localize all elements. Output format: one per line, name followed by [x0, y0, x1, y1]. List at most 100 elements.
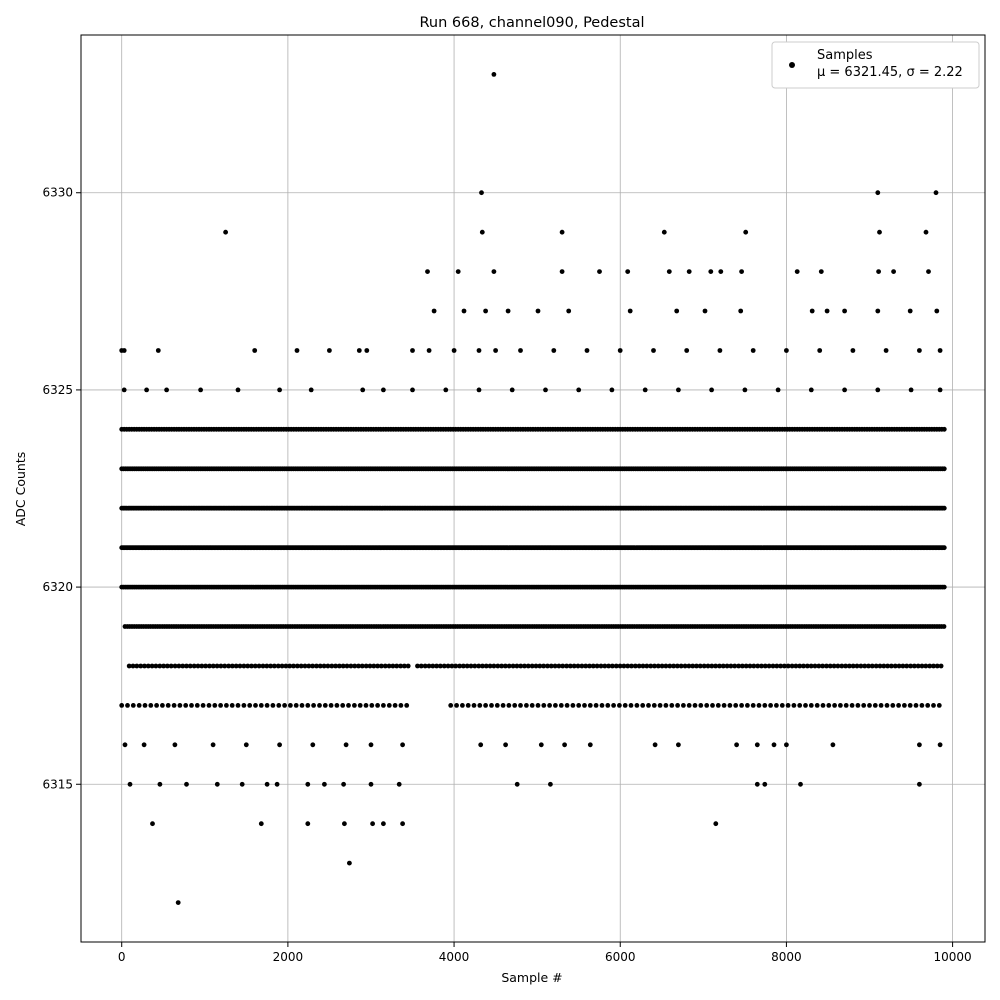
data-point	[814, 703, 820, 708]
data-point	[556, 663, 562, 669]
data-point	[548, 781, 553, 787]
data-point	[640, 703, 646, 708]
data-point	[576, 703, 582, 708]
data-point	[709, 663, 715, 669]
data-point	[253, 703, 258, 708]
data-point	[771, 742, 777, 748]
data-point	[305, 821, 311, 827]
data-point	[775, 387, 781, 393]
data-point	[533, 663, 539, 669]
data-point	[270, 703, 276, 708]
data-point	[778, 663, 783, 669]
data-point	[314, 663, 319, 669]
data-point	[212, 703, 218, 708]
data-point	[934, 308, 940, 314]
data-point	[543, 387, 548, 393]
data-point	[709, 387, 714, 393]
data-point	[491, 72, 497, 77]
data-point	[629, 663, 634, 669]
data-point	[130, 703, 136, 708]
data-point	[652, 742, 658, 748]
data-point	[734, 742, 739, 748]
data-point	[272, 663, 277, 669]
data-point	[636, 663, 642, 669]
data-point	[322, 781, 327, 787]
data-point	[522, 663, 527, 669]
legend-box	[771, 41, 980, 89]
data-point	[142, 703, 148, 708]
data-point	[625, 269, 631, 274]
data-point	[808, 703, 814, 708]
data-point	[750, 348, 756, 353]
data-point	[187, 663, 193, 669]
data-point	[329, 663, 335, 669]
data-point	[663, 703, 669, 708]
data-point	[206, 703, 212, 708]
data-point	[849, 703, 855, 708]
data-point	[367, 663, 373, 669]
data-point	[449, 663, 455, 669]
data-point	[276, 703, 282, 708]
data-point	[207, 663, 212, 669]
data-point	[121, 387, 127, 393]
data-point	[659, 663, 665, 669]
data-point	[177, 703, 183, 708]
data-point	[500, 703, 506, 708]
y-tick-label: 6320	[42, 580, 73, 594]
data-point	[154, 703, 160, 708]
data-point	[510, 663, 516, 669]
data-point	[153, 663, 159, 669]
data-point	[310, 663, 315, 669]
data-point	[628, 703, 634, 708]
y-tick-label: 6330	[42, 186, 73, 200]
data-point	[896, 663, 902, 669]
data-point	[713, 663, 718, 669]
data-point	[698, 703, 704, 708]
data-point	[535, 308, 541, 314]
data-point	[293, 703, 299, 708]
data-point	[621, 663, 627, 669]
data-point	[817, 348, 823, 353]
data-point	[564, 703, 570, 708]
data-point	[559, 269, 565, 274]
data-point	[121, 348, 127, 353]
data-point	[745, 703, 750, 708]
data-point	[936, 703, 942, 708]
data-point	[913, 703, 919, 708]
data-point	[560, 663, 566, 669]
data-point	[724, 663, 730, 669]
data-point	[915, 663, 921, 669]
data-point	[678, 663, 684, 669]
data-point	[551, 348, 557, 353]
data-point	[184, 663, 189, 669]
data-point	[448, 703, 454, 708]
data-point	[184, 781, 189, 787]
data-point	[410, 348, 415, 353]
data-point	[328, 703, 334, 708]
legend: Samples μ = 6321.45, σ = 2.22	[771, 41, 980, 89]
data-point	[675, 703, 680, 708]
data-point	[937, 348, 943, 353]
data-point	[818, 269, 824, 274]
data-point	[599, 703, 605, 708]
data-point	[850, 348, 856, 353]
data-point	[524, 703, 529, 708]
data-point	[363, 703, 369, 708]
data-point	[317, 663, 323, 669]
data-point	[610, 663, 615, 669]
data-point	[479, 229, 485, 235]
data-point	[681, 703, 686, 708]
data-point	[733, 703, 739, 708]
data-point	[648, 663, 654, 669]
data-point	[919, 703, 925, 708]
data-point	[941, 505, 947, 511]
data-point	[602, 663, 608, 669]
data-point	[344, 663, 350, 669]
data-point	[917, 348, 922, 353]
data-point	[279, 663, 285, 669]
data-point	[171, 703, 177, 708]
data-point	[457, 663, 462, 669]
data-point	[545, 663, 550, 669]
data-point	[937, 387, 943, 393]
data-point	[175, 900, 181, 905]
